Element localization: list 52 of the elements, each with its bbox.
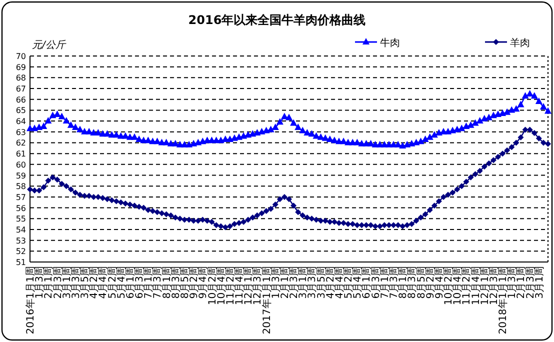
x-tick-label: 2月3周 [525, 266, 536, 299]
y-tick-label: 66 [16, 95, 26, 104]
x-tick-label: 9月4周 [434, 266, 446, 299]
chart-title: 2016年以来全国牛羊肉价格曲线 [188, 13, 366, 27]
x-tick-label: 8月5周 [416, 266, 428, 299]
x-tick-label: 6月3周 [370, 266, 382, 299]
x-tick-label: 8月5周 [180, 266, 191, 299]
y-tick-label: 60 [16, 160, 26, 170]
x-tick-label: 5月2周 [107, 266, 118, 299]
y-axis-title: 元/公斤 [32, 39, 66, 51]
x-tick-label: 6月1周 [125, 266, 136, 299]
legend-label: 羊肉 [510, 37, 530, 49]
x-tick-label: 8月1周 [162, 266, 173, 299]
y-tick-label: 61 [16, 150, 26, 159]
y-tick-label: 51 [16, 258, 26, 267]
y-tick-label: 69 [16, 62, 26, 72]
x-tick-label: 8月3周 [170, 266, 182, 299]
x-tick-label: 4月4周 [334, 266, 346, 299]
y-tick-label: 57 [16, 192, 26, 202]
x-tick-label: 3月1周 [534, 266, 546, 299]
y-tick-label: 59 [16, 171, 26, 180]
legend-label: 牛肉 [380, 37, 400, 49]
x-tick-label: 11月4周 [470, 266, 482, 306]
x-tick-label: 3月5周 [316, 266, 328, 299]
x-tick-label: 10月2周 [207, 266, 218, 306]
y-tick-label: 56 [16, 204, 26, 213]
x-tick-label: 2017年1月1周 [260, 266, 273, 334]
y-tick-label: 64 [16, 117, 26, 126]
x-tick-label: 3月1周 [62, 266, 73, 299]
x-tick-label: 7月1周 [380, 266, 391, 299]
x-tick-label: 3月3周 [70, 266, 82, 299]
y-tick-label: 54 [16, 225, 26, 234]
y-tick-label: 67 [16, 84, 26, 94]
x-tick-label: 4月2周 [325, 266, 336, 299]
x-tick-label: 1月3周 [270, 266, 282, 299]
y-tick-label: 63 [16, 128, 26, 137]
x-tick-label: 5月4周 [116, 266, 128, 299]
y-tick-label: 68 [16, 74, 26, 83]
y-tick-label: 65 [16, 106, 26, 116]
x-tick-label: 2016年1月1周 [24, 266, 36, 334]
x-tick-label: 12月1周 [480, 266, 491, 306]
y-tick-label: 55 [16, 214, 26, 224]
y-tick-label: 58 [16, 182, 26, 192]
x-tick-label: 2月1周 [280, 266, 291, 299]
x-tick-label: 11月2周 [225, 266, 236, 306]
y-tick-label: 70 [16, 52, 26, 61]
x-tick-label: 9月2周 [425, 266, 436, 299]
x-tick-label: 10月4周 [216, 266, 228, 306]
y-tick-label: 53 [16, 236, 26, 246]
y-tick-label: 62 [16, 138, 26, 148]
x-tick-label: 2月3周 [52, 266, 64, 299]
y-tick-label: 52 [16, 247, 26, 256]
